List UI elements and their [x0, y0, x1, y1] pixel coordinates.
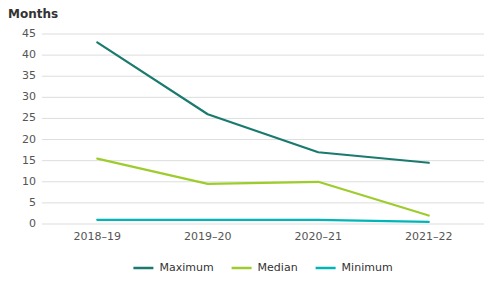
chart-container: 051015202530354045Months2018–192019–2020… [0, 0, 500, 282]
legend-item: Minimum [316, 261, 393, 274]
y-tick-label: 0 [29, 217, 36, 230]
y-tick-label: 5 [29, 196, 36, 209]
legend-label: Median [258, 261, 298, 274]
grid-line [42, 202, 484, 203]
y-tick-label: 30 [22, 90, 36, 103]
x-axis: 2018–19 2019–20 2020–21 2021–22 [74, 230, 453, 243]
plot-area [97, 42, 429, 221]
legend-item: Maximum [133, 261, 213, 274]
legend-label: Minimum [342, 261, 393, 274]
y-tick-label: 35 [22, 69, 36, 82]
grid-line [42, 55, 484, 56]
grid-line [42, 118, 484, 119]
chart: 051015202530354045Months2018–192019–2020… [0, 0, 500, 282]
y-axis: 0 5 10 15 20 25 30 35 40 45 [22, 27, 484, 230]
series-line [97, 159, 429, 216]
x-tick-label: 2018–19 [74, 230, 122, 243]
grid-line [42, 76, 484, 77]
legend-swatch [232, 267, 252, 270]
y-tick-label: 10 [22, 175, 36, 188]
legend-swatch [133, 267, 153, 270]
y-tick-label: 40 [22, 48, 36, 61]
x-tick-label: 2021–22 [405, 230, 453, 243]
legend-swatch [316, 267, 336, 270]
x-tick-label: 2020–21 [295, 230, 343, 243]
legend: Maximum Median Minimum [133, 261, 392, 274]
y-tick-label: 20 [22, 133, 36, 146]
grid-line [42, 139, 484, 140]
grid-line [42, 34, 484, 35]
series-line [97, 42, 429, 162]
series-line [97, 220, 429, 222]
legend-label: Maximum [159, 261, 213, 274]
y-tick-label: 25 [22, 111, 36, 124]
legend-item: Median [232, 261, 298, 274]
y-axis-label: Months [8, 7, 58, 21]
grid-line [42, 97, 484, 98]
y-tick-label: 45 [22, 27, 36, 40]
x-tick-label: 2019–20 [184, 230, 232, 243]
grid-line [42, 224, 484, 225]
y-tick-label: 15 [22, 154, 36, 167]
